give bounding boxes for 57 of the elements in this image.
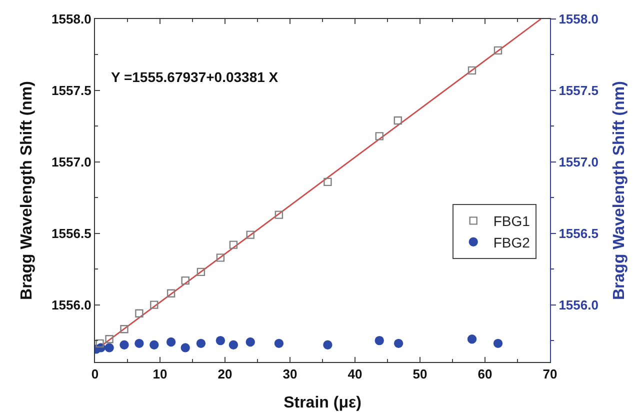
y-tick-label: 1556.0 <box>52 297 92 312</box>
point <box>394 338 404 348</box>
point <box>374 336 384 346</box>
point <box>166 289 176 298</box>
point <box>375 132 384 140</box>
point <box>134 338 144 348</box>
x-tick-label: 30 <box>282 366 298 382</box>
point <box>274 338 284 348</box>
point <box>324 178 332 186</box>
point <box>274 210 284 219</box>
legend-label: FBG2 <box>493 234 530 250</box>
annotation: Y =1555.67937+0.03381 X <box>111 69 279 85</box>
point <box>246 230 254 239</box>
point <box>229 240 238 249</box>
point <box>180 343 190 352</box>
y2-tick-label: 1557.0 <box>558 154 598 170</box>
point <box>228 340 238 350</box>
y2-axis-title: Bragg Wavelength Shift (nm) <box>611 81 628 300</box>
point <box>104 343 114 352</box>
x-tick-label: 20 <box>218 366 232 382</box>
y2-tick-label: 1556.5 <box>558 226 598 241</box>
x-tick-label: 0 <box>91 366 99 382</box>
point <box>394 116 402 125</box>
x-tick-label: 70 <box>542 366 558 382</box>
point <box>120 340 129 350</box>
y-tick-label: 1557.5 <box>52 83 92 98</box>
point <box>120 325 128 334</box>
point <box>493 338 503 348</box>
point <box>96 339 104 348</box>
point <box>196 268 206 276</box>
point <box>467 334 477 344</box>
x-tick-label: 40 <box>348 366 362 382</box>
point <box>216 254 225 262</box>
y-tick-label: 1557.0 <box>52 154 92 170</box>
point <box>150 300 158 309</box>
point <box>246 337 255 347</box>
y-tick-label: 1558.0 <box>52 12 92 27</box>
x-tick-label: 60 <box>478 366 492 382</box>
x-tick-label: 10 <box>152 366 168 382</box>
point <box>216 336 226 346</box>
point <box>196 338 206 348</box>
legend-label: FBG1 <box>493 213 530 230</box>
point <box>105 335 114 344</box>
point <box>494 46 502 55</box>
y-tick-label: 1556.5 <box>52 226 92 241</box>
x-tick-label: 50 <box>412 366 428 382</box>
y2-tick-label: 1556.0 <box>558 297 598 312</box>
x-axis-title: Strain (με) <box>284 394 362 412</box>
point <box>468 66 476 75</box>
point <box>150 340 159 350</box>
point <box>181 276 190 285</box>
point <box>166 337 176 347</box>
y2-tick-label: 1558.0 <box>558 12 598 27</box>
y-axis-title: Bragg Wavelength Shift (nm) <box>18 81 36 300</box>
y2-tick-label: 1557.5 <box>558 83 598 98</box>
point <box>323 340 332 350</box>
point <box>135 309 144 318</box>
